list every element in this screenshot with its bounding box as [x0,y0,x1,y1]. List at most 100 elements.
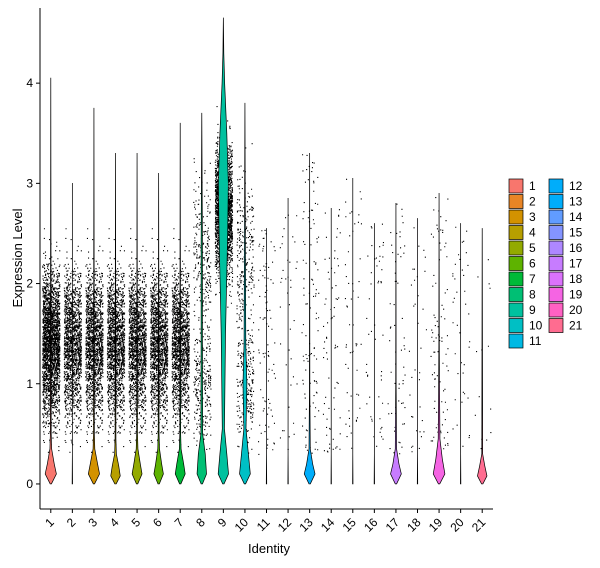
x-tick-label: 8 [193,515,208,530]
x-tick-label: 3 [85,515,100,530]
legend-swatch [548,318,564,333]
points-2 [63,228,83,453]
legend-swatch [548,194,564,209]
legend-label: 6 [529,257,536,271]
y-tick-label: 4 [26,76,33,90]
violin-21 [477,228,488,485]
legend-swatch [548,209,564,225]
legend-item-9: 9 [508,302,536,318]
x-tick-label: 12 [275,515,295,535]
y-tick-label: 2 [26,277,33,291]
legend-label: 11 [529,334,542,348]
legend-label: 9 [529,303,536,317]
x-tick-label: 9 [215,515,230,530]
violin-9 [217,17,229,485]
violin-10 [239,102,251,485]
points-15 [344,178,362,449]
legend-swatch [508,271,524,287]
x-tick-label: 7 [172,515,187,530]
y-tick-label: 1 [26,377,33,391]
legend-label: 8 [529,288,536,302]
legend-label: 20 [569,303,583,317]
legend-item-18: 18 [548,271,583,287]
points-11 [258,229,276,455]
x-tick-label: 1 [42,515,57,530]
legend-item-10: 10 [508,318,543,333]
violin-13 [303,152,316,485]
x-tick-label: 19 [426,515,446,535]
legend-swatch [508,318,524,333]
legend-item-21: 21 [548,318,583,333]
x-axis-label: Identity [248,541,290,556]
legend-swatch [548,287,564,302]
violin-4 [110,152,121,485]
y-axis-label: Expression Level [10,208,25,307]
violin-8 [196,112,207,485]
x-tick-label: 18 [404,515,424,535]
legend-swatch [508,209,524,225]
points-19 [430,197,449,451]
legend-label: 16 [569,241,583,255]
legend-swatch [508,240,524,256]
legend-item-7: 7 [508,271,536,287]
legend-swatch [508,225,524,240]
legend-label: 17 [569,257,583,271]
x-tick-label: 13 [296,515,316,535]
x-tick-label: 6 [150,515,165,530]
legend-item-16: 16 [548,240,583,256]
points-21 [474,259,492,450]
x-tick-label: 14 [318,515,338,535]
y-ticks: 0 1 2 3 4 [26,76,40,491]
x-tick-label: 17 [383,515,403,535]
legend-swatch [548,271,564,287]
legend-label: 4 [529,226,536,240]
x-tick-label: 2 [64,515,79,530]
legend-swatch [548,178,564,194]
violin-17 [390,203,402,485]
y-tick-label: 0 [26,477,33,491]
x-tick-label: 16 [361,515,381,535]
legend-item-17: 17 [548,256,583,271]
legend-swatch [508,302,524,318]
violin-19 [432,193,446,485]
legend-item-20: 20 [548,302,583,318]
legend-swatch [508,287,524,302]
legend-label: 19 [569,288,583,302]
violin-7 [174,122,186,485]
points-16 [365,223,384,447]
x-tick-label: 4 [107,515,122,530]
x-tick-label: 5 [129,515,144,530]
violin-5 [131,152,143,485]
legend-item-6: 6 [508,256,536,271]
legend-label: 21 [569,319,583,333]
violin-3 [87,107,100,485]
legend-item-19: 19 [548,287,583,302]
points-12 [279,214,298,450]
legend-label: 18 [569,272,583,286]
x-ticks: 1 2 3 4 5 6 7 8 9 10 11 12 13 14 15 16 17 18 19 20 21 [42,509,489,535]
legend-swatch [548,256,564,271]
y-tick-label: 3 [26,176,33,190]
legend-label: 10 [529,319,543,333]
violins [44,17,488,485]
legend-label: 7 [529,272,536,286]
legend-label: 3 [529,210,536,224]
points-20 [452,226,471,447]
legend-label: 15 [569,226,583,240]
legend-item-15: 15 [548,225,583,240]
legend-item-4: 4 [508,225,536,240]
violin-1 [44,77,57,485]
legend-item-13: 13 [548,194,583,209]
legend-item-11: 11 [508,333,542,349]
legend-swatch [508,178,524,194]
legend-item-1: 1 [508,178,536,194]
x-tick-label: 15 [340,515,360,535]
legend-item-12: 12 [548,178,583,194]
legend-item-3: 3 [508,209,536,225]
legend-label: 1 [529,179,536,193]
legend-swatch [508,333,524,349]
x-tick-label: 20 [447,515,467,535]
legend-label: 5 [529,241,536,255]
